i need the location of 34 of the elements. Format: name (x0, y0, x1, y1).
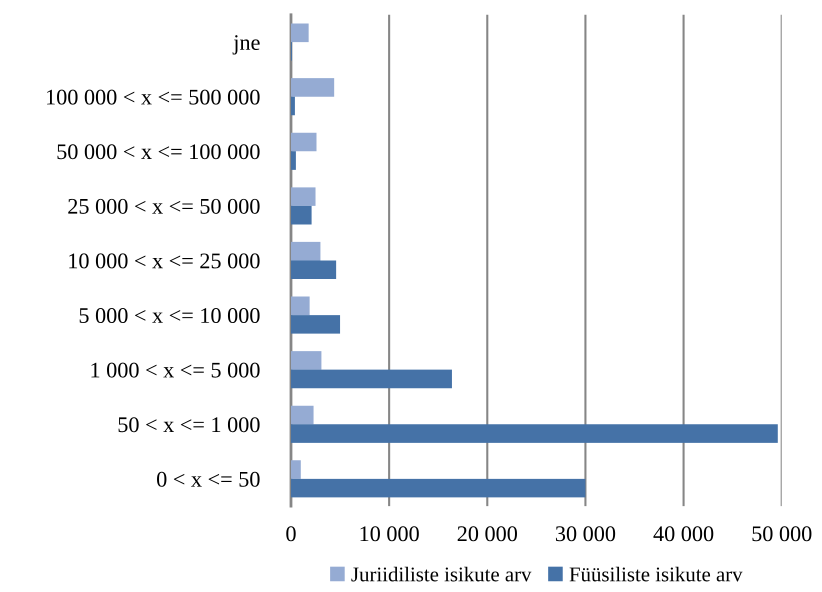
bar (290, 424, 778, 443)
bar (290, 187, 316, 206)
bar (290, 206, 312, 224)
bar (290, 315, 340, 334)
y-tick-label: 0 < x <= 50 (157, 472, 260, 487)
y-tick-label: jne (232, 35, 260, 55)
x-tick-label: 0 (286, 526, 296, 542)
legend-label: Füüsiliste isikute arv (570, 566, 743, 582)
y-tick-label: 25 000 < x <= 50 000 (68, 198, 260, 214)
x-tick-label: 30 000 (556, 526, 616, 542)
bar (290, 151, 296, 170)
y-tick-label: 100 000 < x <= 500 000 (47, 90, 260, 105)
y-tick-label: 10 000 < x <= 25 000 (69, 253, 260, 268)
bar (290, 460, 301, 479)
legend-label: Juriidiliste isikute arv (351, 566, 532, 582)
bar (290, 242, 320, 260)
bar (290, 296, 310, 316)
bar (290, 351, 322, 370)
bar (290, 260, 336, 280)
y-tick-label: 5 000 < x <= 10 000 (80, 308, 260, 324)
bar (290, 370, 452, 388)
bar (290, 24, 309, 42)
bar (290, 96, 295, 116)
x-tick-label: 20 000 (458, 526, 517, 542)
x-tick-label: 10 000 (360, 526, 419, 542)
x-tick-label: 50 000 (752, 526, 812, 542)
bar (290, 406, 314, 424)
bar (290, 78, 334, 97)
x-tick-label: 40 000 (653, 526, 714, 542)
y-tick-label: 50 000 < x <= 100 000 (57, 144, 260, 160)
y-tick-label: 50 < x <= 1 000 (118, 417, 260, 432)
y-tick-label: 1 000 < x <= 5 000 (91, 362, 260, 378)
bar (290, 132, 317, 152)
bar (290, 478, 586, 498)
